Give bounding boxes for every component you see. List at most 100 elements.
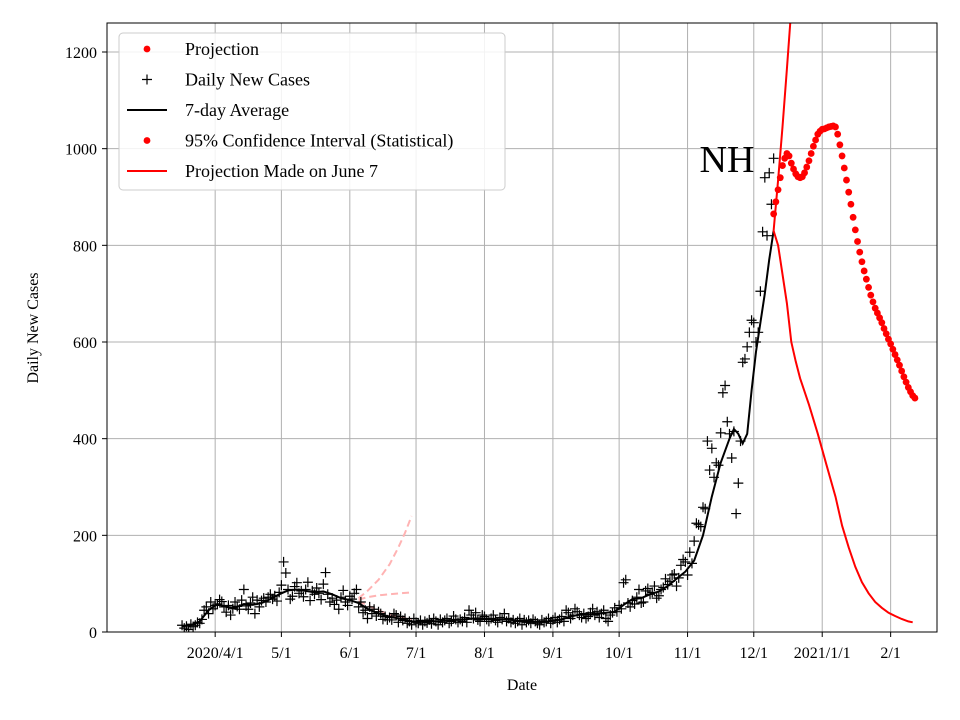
daily-case-marker — [651, 593, 662, 604]
projection-dot — [847, 200, 855, 208]
daily-case-marker — [660, 573, 671, 584]
daily-case-marker — [459, 612, 470, 623]
projection-dot — [812, 136, 819, 144]
daily-case-marker — [715, 427, 726, 438]
daily-case-marker — [762, 230, 773, 241]
daily-case-marker — [333, 604, 344, 615]
daily-case-marker — [271, 596, 282, 607]
y-tick-label: 1000 — [65, 142, 97, 159]
daily-case-marker — [201, 601, 212, 612]
daily-case-marker — [722, 416, 733, 427]
daily-case-marker — [689, 536, 700, 547]
daily-case-marker — [698, 502, 709, 513]
daily-case-marker — [472, 614, 483, 625]
y-tick-label: 800 — [73, 238, 97, 255]
daily-case-marker — [693, 519, 704, 530]
legend-label: 7-day Average — [185, 100, 289, 120]
x-tick-label: 2020/4/1 — [187, 645, 244, 662]
daily-case-marker — [309, 589, 320, 600]
daily-case-marker — [671, 581, 682, 592]
projection-dot — [898, 367, 906, 375]
daily-case-marker — [711, 457, 722, 468]
x-tick-label: 7/1 — [406, 645, 426, 662]
daily-case-marker — [733, 478, 744, 489]
daily-case-marker — [684, 547, 695, 558]
daily-case-marker — [603, 616, 614, 627]
x-tick-label: 2021/1/1 — [794, 645, 851, 662]
projection-dot — [900, 373, 908, 381]
projection-dot — [805, 157, 813, 165]
daily-case-marker — [636, 598, 647, 608]
daily-case-marker — [230, 597, 241, 608]
daily-case-marker — [704, 465, 715, 476]
daily-case-marker — [236, 595, 247, 606]
projection-dot — [902, 378, 910, 386]
x-tick-label: 10/1 — [605, 645, 633, 662]
y-tick-label: 600 — [73, 335, 97, 352]
projection-dot — [882, 330, 890, 338]
daily-case-marker — [633, 584, 644, 595]
legend-plus-swatch — [142, 74, 152, 85]
chart-marks — [177, 23, 919, 632]
projection-dot — [860, 267, 868, 275]
daily-case-marker — [706, 443, 717, 454]
daily-case-marker — [278, 556, 289, 567]
daily-case-marker — [464, 605, 475, 616]
daily-case-marker — [702, 436, 713, 447]
y-ticks: 0 200 400 600 800 1000 1200 — [65, 45, 107, 642]
daily-case-marker — [305, 595, 316, 606]
daily-case-marker — [638, 597, 649, 608]
projection-dot — [869, 298, 877, 306]
daily-case-marker — [362, 613, 373, 624]
projection-dot — [880, 325, 888, 332]
projection-dot — [867, 291, 875, 299]
projection-dot — [801, 169, 808, 177]
daily-case-marker — [179, 623, 190, 632]
plot-area — [177, 23, 919, 632]
projection-dot — [838, 152, 846, 160]
y-tick-label: 400 — [73, 432, 97, 449]
early-projection-mid-line — [358, 591, 412, 601]
daily-case-marker — [225, 610, 236, 621]
x-tick-label: 5/1 — [271, 645, 291, 662]
daily-case-marker — [739, 353, 750, 364]
daily-case-marker — [358, 607, 369, 618]
y-axis-label: Daily New Cases — [25, 272, 42, 383]
daily-case-marker — [764, 167, 775, 178]
daily-case-marker — [649, 581, 660, 592]
legend-box — [118, 32, 506, 191]
projection-dot — [787, 159, 795, 167]
daily-case-marker — [249, 608, 260, 619]
daily-case-marker — [720, 380, 731, 391]
projection-dot — [803, 163, 811, 171]
daily-case-marker — [592, 606, 603, 617]
projection-dot — [889, 345, 897, 353]
x-tick-label: 12/1 — [740, 645, 768, 662]
projection-dot — [779, 162, 786, 169]
daily-case-marker — [318, 579, 329, 590]
daily-case-marker — [298, 591, 309, 602]
y-tick-label: 200 — [73, 528, 97, 545]
daily-case-marker — [313, 588, 324, 599]
projection-dot — [893, 356, 901, 364]
legend-label: Daily New Cases — [185, 70, 310, 90]
daily-case-marker — [768, 153, 779, 164]
daily-case-marker — [243, 604, 254, 615]
daily-case-marker — [682, 569, 693, 580]
daily-case-marker — [744, 327, 755, 338]
projection-dot — [851, 226, 859, 234]
y-tick-label: 1200 — [65, 45, 97, 62]
daily-case-marker — [338, 585, 349, 596]
seven-day-average-line — [181, 230, 775, 628]
daily-case-marker — [238, 584, 249, 595]
early-projection-upper-line — [357, 515, 413, 599]
daily-case-marker — [415, 615, 426, 626]
x-ticks: 2020/4/1 5/1 6/1 7/1 8/1 9/1 10/1 11/1 12/1 2021/… — [187, 632, 901, 662]
projection-dot — [858, 258, 866, 266]
daily-case-marker — [291, 577, 302, 588]
june7-projection-line — [772, 230, 913, 624]
daily-case-marker — [746, 315, 757, 326]
daily-case-marker — [717, 387, 728, 398]
daily-case-marker — [680, 556, 691, 567]
daily-case-marker — [316, 594, 327, 605]
